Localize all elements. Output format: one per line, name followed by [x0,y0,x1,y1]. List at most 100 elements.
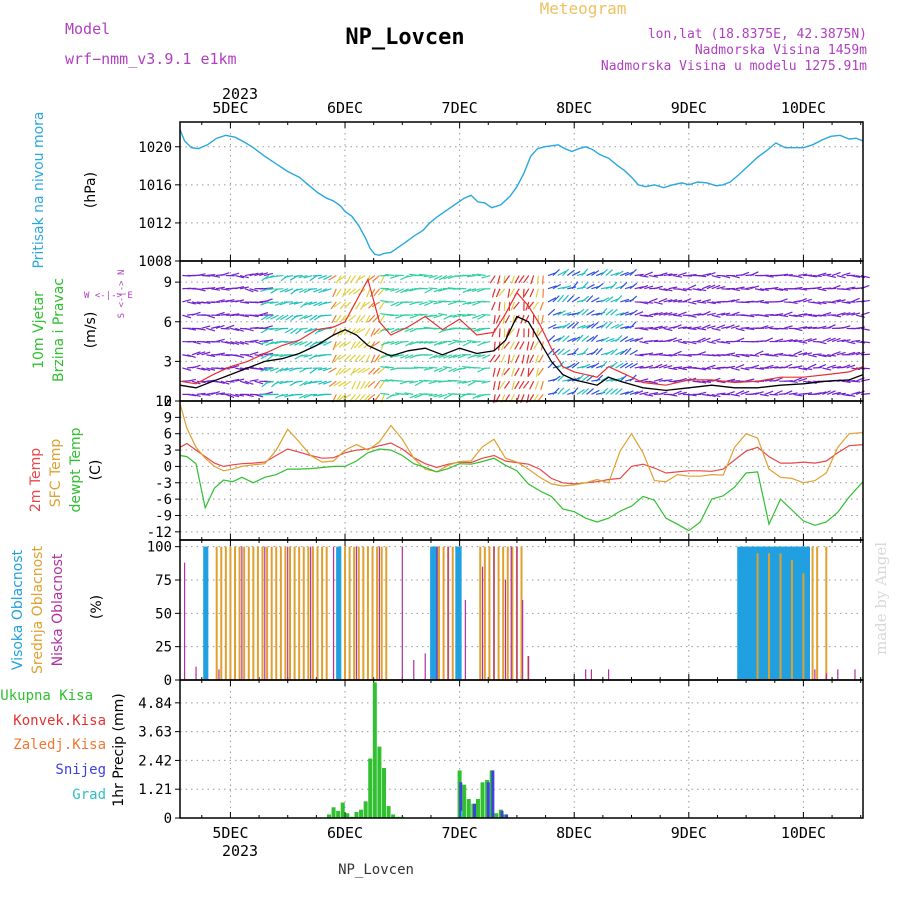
cloud-bar-mid [511,546,514,680]
wind-arrow [357,275,366,281]
wind-arrow [244,380,254,385]
wind-arrow [600,297,610,303]
wind-arrow [576,388,585,395]
wind-arrow [334,341,342,349]
cloud-bar-mid [238,546,241,680]
wind-arrow [812,353,822,356]
wind-arrow [438,393,448,398]
wind-arrow [836,274,846,279]
wind-arrow [466,339,476,343]
wind-arrow [235,378,245,382]
wind-arrow [711,314,721,318]
precip-bar-total [391,814,396,818]
day-label-top: 10DEC [781,99,826,117]
wind-arrow [529,354,535,364]
wind-arrow [740,301,750,304]
wind-arrow [541,275,544,285]
wind-arrow [322,301,332,305]
wind-arrow [312,354,323,358]
wind-arrow [303,367,313,370]
wind-arrow [452,393,462,395]
wind-arrow [769,354,779,357]
wind-arrow [615,323,624,329]
wind-arrow [399,354,409,359]
wind-ylabel-2: Brzina i Pravac [51,278,67,382]
wind-arrow [735,327,745,332]
wind-arrow [235,393,245,397]
wind-arrow [254,393,264,398]
wind-arrow [620,298,630,303]
wind-arrow [519,341,525,350]
precip-bar-total [462,784,467,818]
wind-arrow [413,301,423,304]
wind-arrow [230,378,240,382]
wind-arrow [215,352,225,356]
wind-arrow [754,350,764,356]
wind-arrow [591,389,600,395]
cloud-bar-mid [451,546,454,680]
wind-arrow [367,275,376,282]
wind-arrow [615,388,623,395]
wind-arrow [279,393,289,397]
wind-arrow [429,354,438,360]
wind-arrow [481,313,491,316]
wind-arrow [249,272,259,277]
wind-arrow [788,339,798,343]
wind-arrow [390,327,400,334]
wind-arrow [201,393,211,396]
wind-arrow [370,288,376,297]
wind-arrow [571,336,581,343]
wind-arrow [308,301,318,306]
precip-bar-snow [473,803,477,818]
wind-arrow [495,288,501,298]
wind-arrow [298,327,308,330]
wind-arrow [360,380,366,390]
wind-arrow [201,301,211,305]
wind-arrow [466,327,476,331]
model-name: wrf−nmm_v3.9.1 e1km [65,50,237,68]
precip-bar-snow [500,810,504,818]
wind-arrow [371,301,380,308]
wind-arrow [269,327,279,331]
wind-arrow [352,288,361,295]
wind-arrow [663,327,673,332]
wind-arrow [571,376,581,382]
wind-arrow [366,288,371,298]
wind-arrow [576,286,586,290]
wind-arrow [581,388,590,395]
wind-arrow [537,367,544,376]
wind-arrow [721,274,731,279]
wind-arrow [215,299,225,303]
wind-arrow [418,366,428,369]
wind-arrow [249,339,259,343]
wind-arrow [740,390,750,395]
wind-arrow [677,391,687,395]
wind-arrow [318,274,327,280]
wind-arrow [735,286,745,290]
wind-arrow [557,348,565,356]
wind-arrow [503,275,511,284]
temp-line-t2m [179,442,864,485]
wind-arrow [285,314,294,321]
cloud-bar-mid [284,546,287,680]
wind-arrow [438,354,448,359]
wind-arrow [191,340,201,345]
wind-arrow [649,274,659,278]
wind-arrow [293,393,303,396]
cloud-bar-low [825,673,827,680]
wind-arrow [332,341,337,351]
pressure-yunit: (hPa) [83,172,99,208]
cloud-bar-mid [479,546,482,680]
wind-arrow [653,352,663,356]
wind-arrow [409,393,419,399]
wind-arrow [692,326,702,329]
wind-arrow [186,354,196,358]
cloud-bar-high [457,546,462,680]
wind-arrow [624,337,634,343]
wind-arrow [457,367,467,371]
wind-arrow [269,340,279,345]
wind-arrow [576,352,586,356]
wind-arrow [211,325,221,329]
cloud-bar-high [750,546,755,680]
y-tick-label: 3 [164,443,172,459]
